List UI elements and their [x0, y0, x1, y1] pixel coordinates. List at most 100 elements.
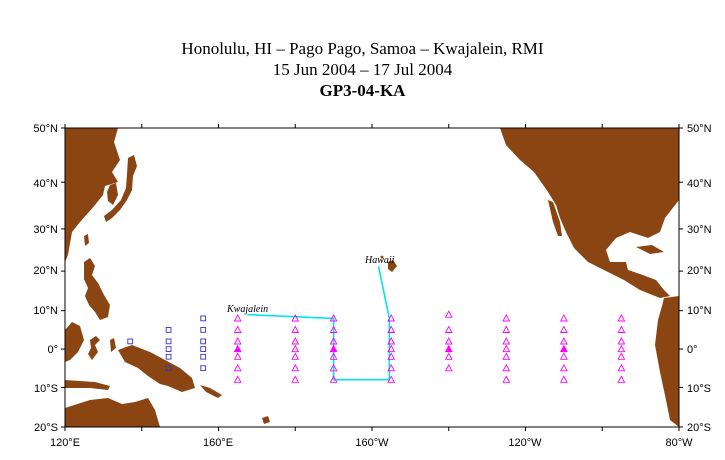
buoy-triangle-marker — [617, 325, 626, 333]
label-hawaii: Hawaii — [364, 255, 395, 266]
lat-label-left-40n: 40°N — [33, 178, 58, 190]
korea — [107, 183, 118, 205]
ship-track — [247, 266, 391, 381]
buoy-square-marker — [200, 353, 207, 360]
hawaiian-islands — [388, 260, 397, 272]
buoy-triangle-marker — [617, 375, 626, 383]
lat-label-right-40n: 40°N — [687, 178, 712, 190]
buoy-square-marker — [200, 327, 207, 333]
map-title-block: Honolulu, HI – Pago Pago, Samoa – Kwajal… — [0, 38, 725, 101]
buoy-triangle-marker-filled — [329, 344, 338, 353]
buoy-square-marker — [127, 338, 134, 345]
buoy-triangle-marker — [559, 363, 568, 372]
buoy-layer — [127, 310, 626, 383]
north-america — [500, 128, 679, 298]
lat-label-right-10s: 10°S — [687, 383, 711, 395]
asia-mainland — [65, 128, 120, 262]
buoy-triangle-marker — [291, 375, 300, 383]
buoy-triangle-marker — [233, 375, 242, 383]
date-range: 15 Jun 2004 – 17 Jul 2004 — [272, 60, 453, 79]
south-america — [655, 296, 679, 427]
lat-label-right-0: 0° — [687, 344, 698, 356]
lon-label-120e: 120°E — [50, 437, 80, 449]
sulawesi — [88, 336, 100, 360]
buoy-triangle-marker — [502, 314, 511, 322]
lat-label-right-20n: 20°N — [687, 265, 712, 277]
tick-layer — [61, 124, 683, 431]
buoy-square-marker — [165, 327, 172, 333]
buoy-triangle-marker — [502, 344, 511, 353]
buoy-triangle-marker — [444, 310, 453, 318]
japan — [104, 155, 137, 222]
buoy-triangle-marker — [233, 352, 242, 360]
buoy-triangle-marker — [329, 337, 338, 345]
lat-label-left-10s: 10°S — [34, 383, 58, 395]
lon-label-120w: 120°W — [508, 437, 542, 449]
lat-label-left-0: 0° — [47, 344, 58, 356]
baja-california — [548, 200, 562, 236]
buoy-triangle-marker — [559, 325, 568, 333]
buoy-triangle-marker-filled — [444, 344, 453, 353]
buoy-triangle-marker — [233, 337, 242, 345]
buoy-triangle-marker-filled — [559, 344, 568, 353]
buoy-triangle-marker — [291, 352, 300, 360]
lat-label-left-20n: 20°N — [33, 265, 58, 277]
buoy-triangle-marker — [444, 325, 453, 333]
buoy-triangle-marker — [329, 352, 338, 360]
lat-label-left-10n: 10°N — [33, 305, 58, 317]
buoy-triangle-marker — [329, 363, 338, 372]
buoy-triangle-marker — [291, 337, 300, 345]
lon-label-80w: 80°W — [665, 437, 693, 449]
buoy-square-marker — [165, 338, 172, 345]
buoy-triangle-marker-filled — [233, 344, 242, 353]
buoy-triangle-marker — [444, 352, 453, 360]
australia — [65, 398, 160, 427]
buoy-triangle-marker — [329, 314, 338, 322]
buoy-triangle-marker — [444, 337, 453, 345]
lat-label-right-50n: 50°N — [687, 123, 712, 135]
landmasses — [65, 128, 679, 427]
cruise-id: GP3-04-KA — [319, 81, 406, 100]
borneo — [65, 322, 84, 362]
buoy-square-marker — [165, 346, 172, 352]
new-guinea — [118, 345, 195, 392]
buoy-triangle-marker — [617, 337, 626, 345]
fiji — [262, 416, 270, 424]
philippines — [84, 258, 110, 320]
hawaii-islet — [380, 255, 384, 259]
lat-label-right-10n: 10°N — [687, 305, 712, 317]
buoy-square-marker — [165, 353, 172, 360]
buoy-triangle-marker — [502, 375, 511, 383]
buoy-triangle-marker — [291, 363, 300, 372]
buoy-triangle-marker — [617, 314, 626, 322]
buoy-triangle-marker — [617, 363, 626, 372]
buoy-triangle-marker — [559, 375, 568, 383]
route-title: Honolulu, HI – Pago Pago, Samoa – Kwajal… — [181, 39, 544, 58]
lon-label-160e: 160°E — [203, 437, 233, 449]
buoy-square-marker — [200, 346, 207, 352]
solomon-islands — [200, 385, 222, 398]
halmahera — [110, 338, 116, 352]
buoy-triangle-marker — [233, 325, 242, 333]
buoy-triangle-marker — [329, 375, 338, 383]
lat-label-left-50n: 50°N — [33, 123, 58, 135]
buoy-triangle-marker — [387, 325, 396, 333]
buoy-triangle-marker — [444, 363, 453, 372]
taiwan — [84, 234, 89, 246]
cuba — [636, 245, 664, 254]
buoy-triangle-marker — [617, 352, 626, 360]
lat-label-right-30n: 30°N — [687, 224, 712, 236]
buoy-triangle-marker — [559, 314, 568, 322]
lon-label-160w: 160°W — [355, 437, 389, 449]
buoy-triangle-marker — [559, 352, 568, 360]
lat-label-left-30n: 30°N — [33, 224, 58, 236]
buoy-triangle-marker — [502, 337, 511, 345]
buoy-triangle-marker — [233, 363, 242, 372]
ship-track-layer — [247, 266, 391, 381]
buoy-triangle-marker — [502, 325, 511, 333]
lat-label-left-20s: 20°S — [34, 422, 58, 434]
label-kwajalein: Kwajalein — [226, 304, 268, 315]
buoy-triangle-marker — [387, 337, 396, 345]
buoy-triangle-marker — [502, 352, 511, 360]
